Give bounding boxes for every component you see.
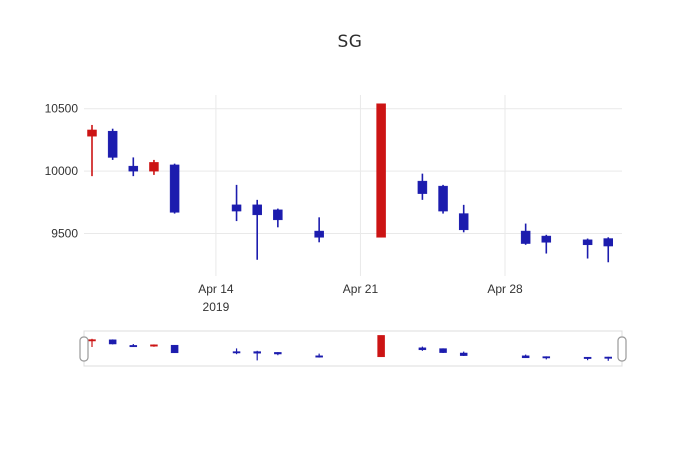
rangeslider-handle-right[interactable] [617,336,627,362]
candle [87,124,97,177]
candle-body [438,185,448,212]
y-tick-label: 10000 [45,164,79,178]
candle [417,173,428,200]
candle-body [252,204,262,216]
x-tick-label: Apr 28 [487,282,523,296]
candle-body-mini [542,356,551,359]
candle [520,223,531,245]
candle [149,159,159,175]
candle-body [128,165,139,172]
candle-body-mini [253,351,261,354]
candle-mini [439,348,447,353]
candle [376,103,386,238]
chart-title: SG [337,32,363,52]
candle-mini [604,356,612,361]
rangeslider-track[interactable] [83,330,623,367]
candle [541,234,552,254]
candle [314,217,324,243]
candle-body-mini [439,348,447,353]
candle-mini [232,348,241,355]
x-tick-label: Apr 21 [343,282,379,296]
candle-body-mini [108,339,117,345]
candle-body-mini [232,351,241,354]
candle [273,208,283,228]
candle [603,237,613,263]
candle-body-mini [129,345,138,348]
candle-body-mini [418,347,427,351]
candle-body-mini [604,356,612,359]
candle-body [458,213,469,231]
candle-mini [377,335,385,358]
candle [231,184,242,222]
candle-body-mini [521,355,530,359]
candle-body [314,230,324,238]
candle-body [376,103,386,238]
candle-body-mini [150,344,158,347]
candle [128,157,139,177]
rangeslider-handle-left[interactable] [79,336,89,362]
candle-mini [521,354,530,359]
candle-body-mini [459,352,468,356]
candle-mini [88,338,96,347]
y-tick-label: 9500 [51,227,78,241]
candle-body [582,239,593,246]
candle-mini [315,353,323,358]
candle-body-mini [274,352,282,355]
candle-mini [274,352,282,356]
candle-body [169,164,180,213]
y-tick-label: 10500 [45,102,79,116]
candle-body [87,129,97,137]
candle-body [603,238,613,247]
candle-mini [542,356,551,360]
candle [458,204,469,233]
candle-body-mini [583,356,592,359]
candle-body-mini [88,339,96,342]
candle-body [417,180,428,194]
candle-mini [253,350,261,361]
candle-mini [170,344,179,354]
candle-mini [418,346,427,351]
x-tick-label: Apr 14 [198,282,234,296]
candle-body [541,235,552,243]
candle-body [149,162,159,172]
candle-body-mini [377,335,385,358]
candle-body-mini [315,355,323,358]
candle [107,128,118,160]
candle-mini [129,344,138,348]
candle-mini [583,356,592,361]
candle-body-mini [170,344,179,354]
candle-mini [150,344,158,347]
candle [438,184,448,214]
candle [252,199,262,260]
candle-body [273,209,283,221]
candle-mini [459,351,468,356]
x-tick-year-label: 2019 [203,300,230,314]
candle [582,238,593,259]
candle [169,163,180,214]
candle-body [107,130,118,158]
candle-body [520,230,531,244]
candle-body [231,204,242,212]
candle-mini [108,339,117,345]
